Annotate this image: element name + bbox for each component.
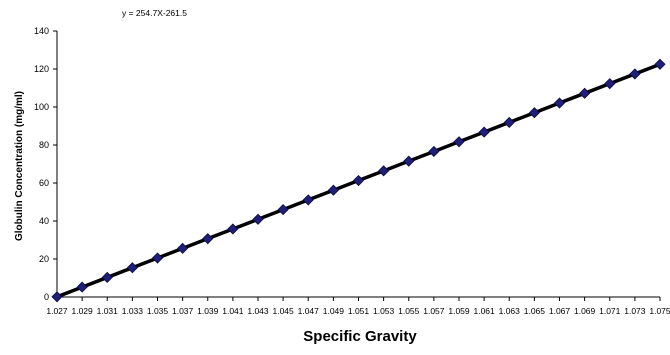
data-point <box>579 87 591 99</box>
y-tick-label: 60 <box>39 178 49 188</box>
x-tick-label: 1.047 <box>298 306 320 316</box>
x-tick-label: 1.041 <box>222 306 244 316</box>
data-point <box>378 165 390 177</box>
y-axis-label: Globulin Concentration (mg/ml) <box>14 91 25 241</box>
y-tick-label: 120 <box>34 64 49 74</box>
x-tick-label: 1.055 <box>398 306 420 316</box>
data-point <box>277 204 289 216</box>
data-point <box>403 155 415 167</box>
x-tick-label: 1.063 <box>499 306 521 316</box>
data-point <box>503 116 515 128</box>
x-axis-label: Specific Gravity <box>303 328 417 345</box>
data-point <box>126 262 138 274</box>
x-tick-label: 1.053 <box>373 306 395 316</box>
x-tick-label: 1.043 <box>247 306 269 316</box>
x-tick-label: 1.027 <box>46 306 68 316</box>
x-tick-label: 1.071 <box>599 306 621 316</box>
y-tick-label: 20 <box>39 254 49 264</box>
trendline-equation: y = 254.7X-261.5 <box>122 8 187 18</box>
y-tick-label: 80 <box>39 140 49 150</box>
x-tick-label: 1.035 <box>147 306 169 316</box>
x-tick-label: 1.067 <box>549 306 571 316</box>
data-point <box>252 213 264 225</box>
y-tick-label: 100 <box>34 102 49 112</box>
data-point <box>428 145 440 158</box>
x-ticks: 1.027 1.029 1.031 1.033 1.035 1.037 1.039 1.041… <box>46 297 670 316</box>
x-tick-label: 1.073 <box>624 306 646 316</box>
x-tick-label: 1.049 <box>323 306 345 316</box>
x-tick-label: 1.057 <box>423 306 445 316</box>
data-point <box>51 291 63 303</box>
data-point <box>327 184 339 196</box>
data-point <box>528 107 540 119</box>
x-tick-label: 1.033 <box>122 306 144 316</box>
data-point <box>76 281 88 293</box>
x-tick-label: 1.051 <box>348 306 370 316</box>
y-tick-label: 0 <box>44 292 49 302</box>
data-point <box>177 242 189 254</box>
x-tick-label: 1.059 <box>448 306 470 316</box>
x-tick-label: 1.039 <box>197 306 219 316</box>
x-tick-label: 1.065 <box>524 306 546 316</box>
data-point <box>453 136 465 148</box>
x-tick-label: 1.037 <box>172 306 194 316</box>
data-point <box>202 233 214 245</box>
x-tick-label: 1.029 <box>71 306 93 316</box>
x-tick-label: 1.069 <box>574 306 596 316</box>
data-point <box>629 68 641 80</box>
y-tick-label: 40 <box>39 216 49 226</box>
y-tick-label: 140 <box>34 26 49 36</box>
data-point <box>553 97 566 109</box>
data-point <box>227 223 239 235</box>
data-point <box>101 271 113 283</box>
series <box>51 58 666 303</box>
data-point <box>604 78 616 90</box>
y-ticks: 0 20 40 60 80 100 120 140 <box>34 26 57 302</box>
data-point <box>151 252 164 264</box>
x-tick-label: 1.031 <box>97 306 119 316</box>
data-point <box>478 126 490 138</box>
data-point <box>654 58 666 70</box>
x-tick-label: 1.061 <box>473 306 495 316</box>
data-point <box>352 174 365 187</box>
x-tick-label: 1.045 <box>272 306 294 316</box>
data-point <box>302 194 314 206</box>
x-tick-label: 1.075 <box>649 306 670 316</box>
